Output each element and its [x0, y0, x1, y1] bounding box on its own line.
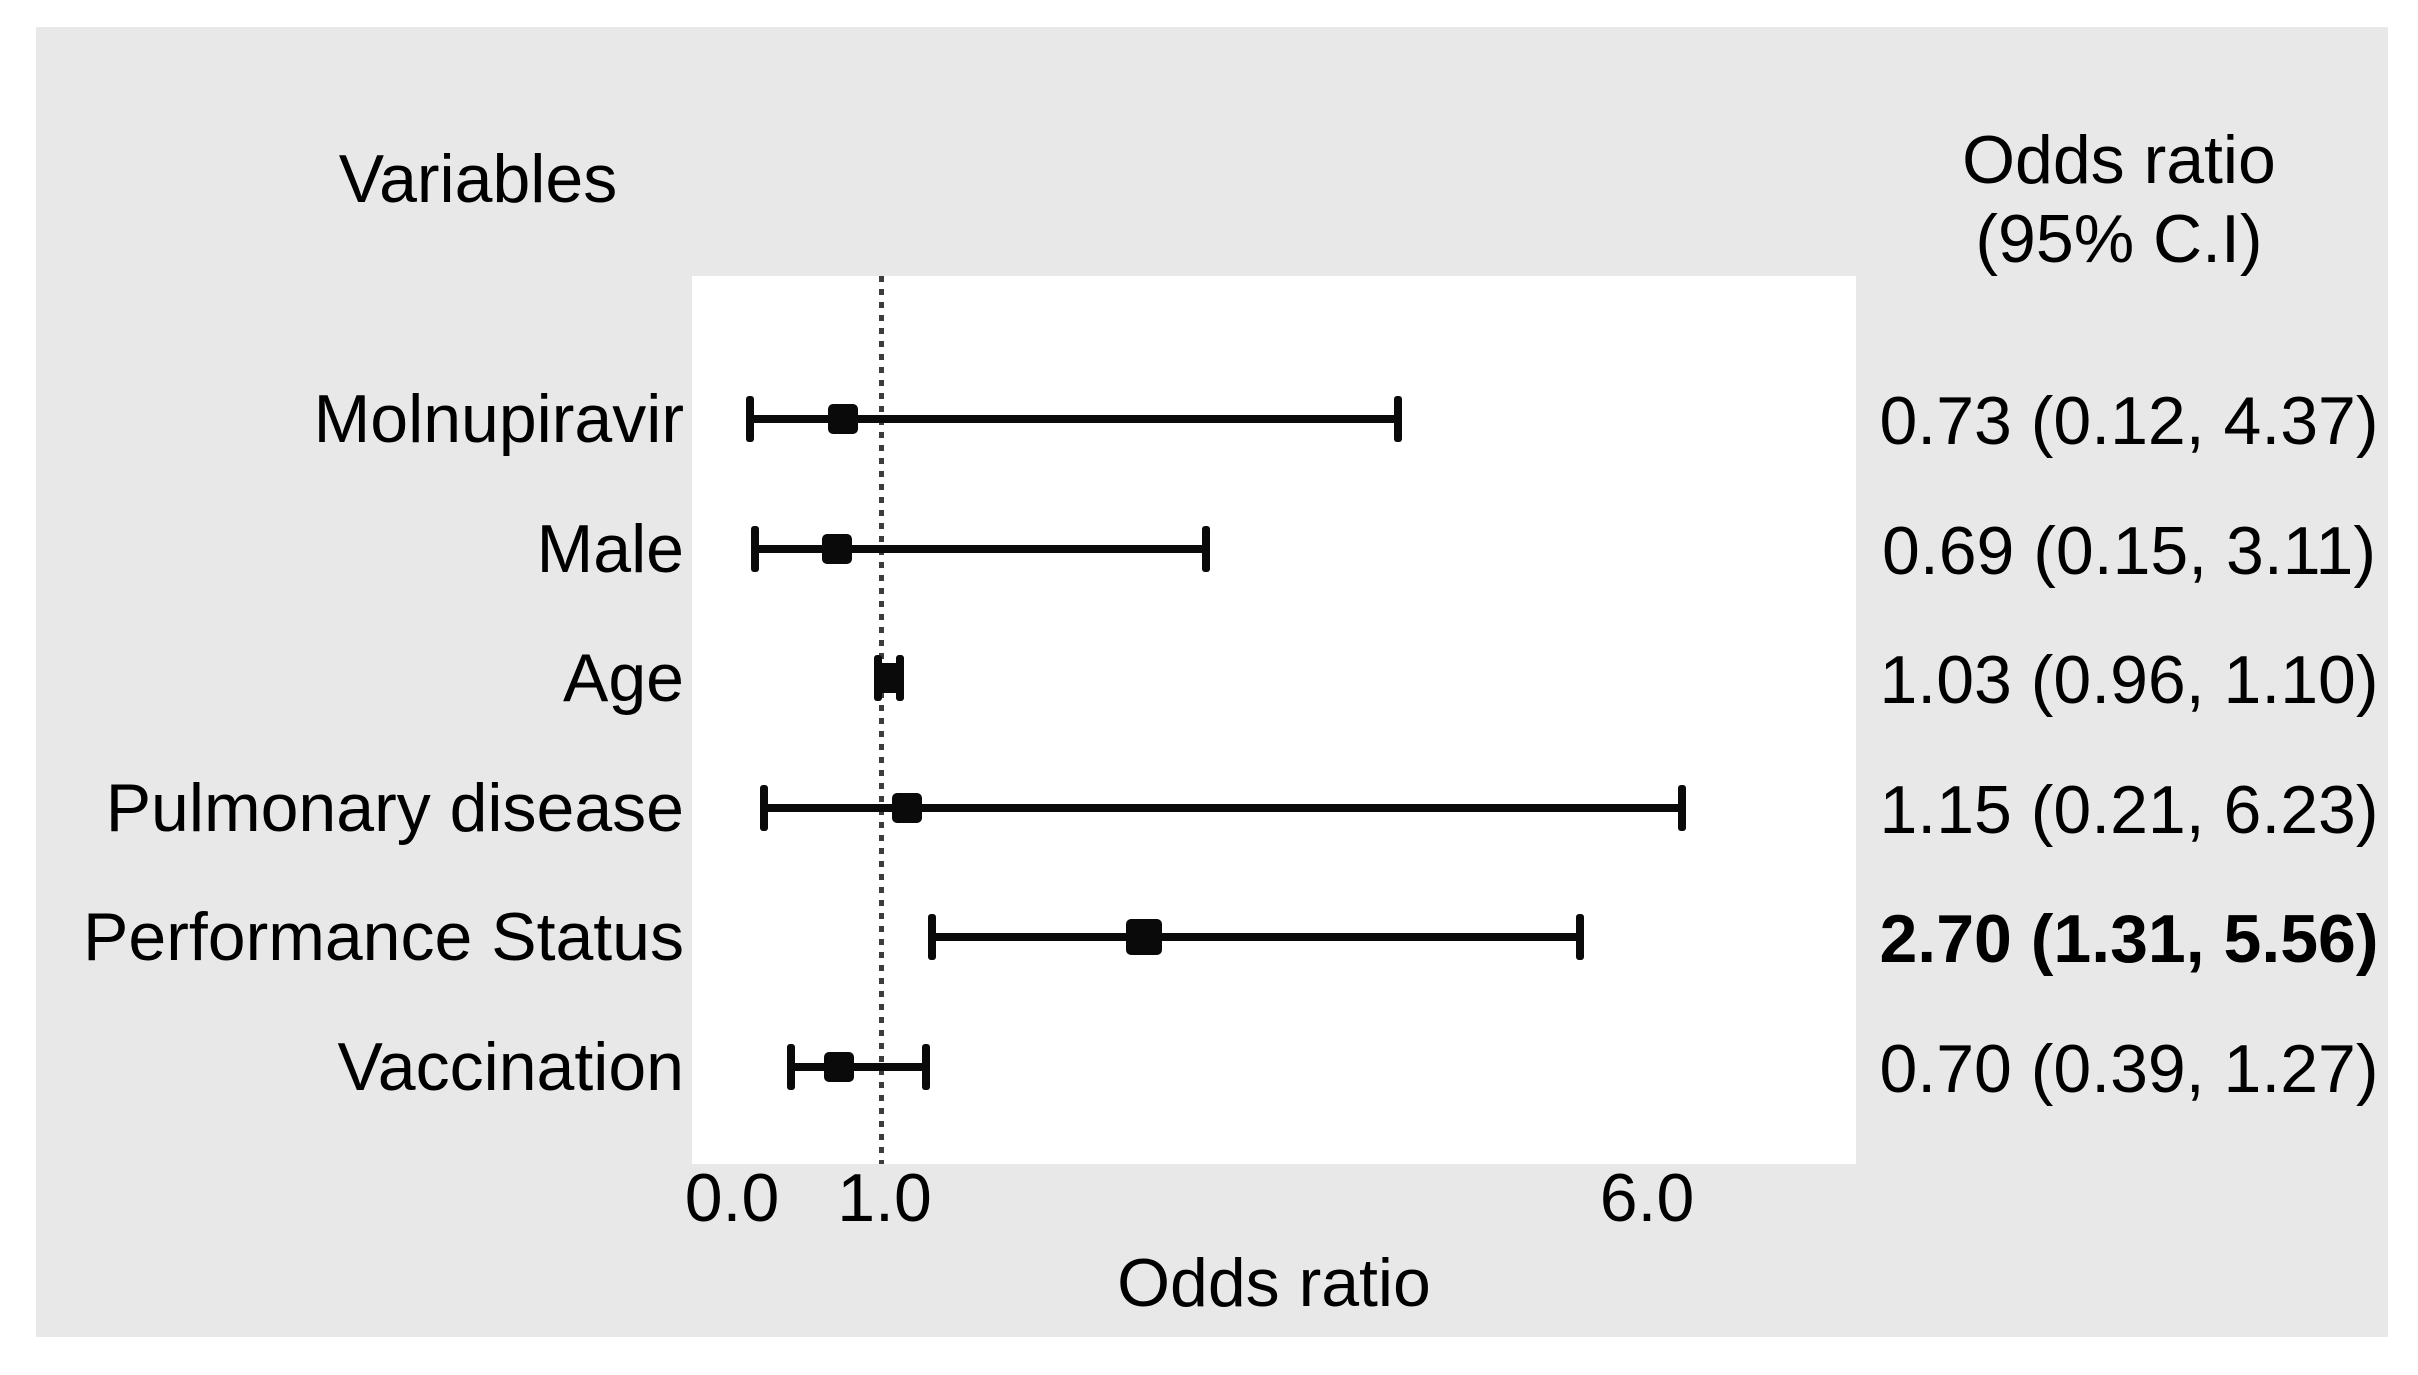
row-label-0: Molnupiravir [313, 381, 684, 457]
or-marker [1125, 919, 1162, 956]
row-label-4: Performance Status [83, 899, 684, 976]
or-marker [823, 1052, 854, 1082]
or-marker [822, 533, 853, 564]
odds-ratio-column-header: Odds ratio (95% C.I) [1869, 121, 2369, 279]
ci-whisker [750, 415, 1399, 423]
row-label-3: Pulmonary disease [105, 769, 684, 846]
ci-cap-high [1202, 525, 1211, 572]
figure-panel: Variables Odds ratio (95% C.I) Molnupira… [36, 27, 2388, 1337]
or-ci-value-1: 0.69 (0.15, 3.11) [1882, 512, 2376, 589]
or-marker [828, 404, 859, 434]
odds-ratio-header-line2: (95% C.I) [1975, 201, 2263, 277]
ci-whisker [764, 803, 1683, 812]
ci-cap-low [750, 525, 759, 572]
ci-cap-low [760, 784, 769, 831]
reference-line-1.0 [879, 276, 884, 1164]
or-ci-value-5: 0.70 (0.39, 1.27) [1879, 1031, 2379, 1107]
ci-cap-low [927, 914, 936, 961]
x-axis-tick-0: 0.0 [684, 1160, 780, 1236]
ci-cap-low [746, 396, 755, 442]
x-axis-title: Odds ratio [1117, 1245, 1431, 1321]
or-marker [892, 792, 923, 823]
ci-cap-low [787, 1044, 796, 1090]
odds-ratio-header-line1: Odds ratio [1962, 122, 2276, 198]
variables-column-header: Variables [338, 141, 618, 217]
row-label-2: Age [563, 640, 684, 717]
ci-cap-high [1394, 396, 1403, 442]
ci-whisker [791, 1063, 926, 1071]
or-ci-value-2: 1.03 (0.96, 1.10) [1879, 642, 2379, 719]
or-marker [874, 663, 905, 694]
or-ci-value-4: 2.70 (1.31, 5.56) [1879, 901, 2379, 978]
ci-cap-high [1678, 784, 1687, 831]
ci-cap-high [1575, 914, 1584, 961]
x-axis-tick-1: 1.0 [837, 1160, 932, 1236]
ci-whisker [754, 544, 1207, 553]
ci-cap-high [921, 1044, 930, 1090]
or-ci-value-0: 0.73 (0.12, 4.37) [1879, 383, 2379, 459]
plot-area [692, 276, 1856, 1164]
row-label-1: Male [536, 510, 684, 587]
row-label-5: Vaccination [337, 1029, 684, 1105]
x-axis-tick-2: 6.0 [1599, 1160, 1695, 1236]
or-ci-value-3: 1.15 (0.21, 6.23) [1879, 771, 2379, 848]
ci-whisker [931, 933, 1580, 942]
